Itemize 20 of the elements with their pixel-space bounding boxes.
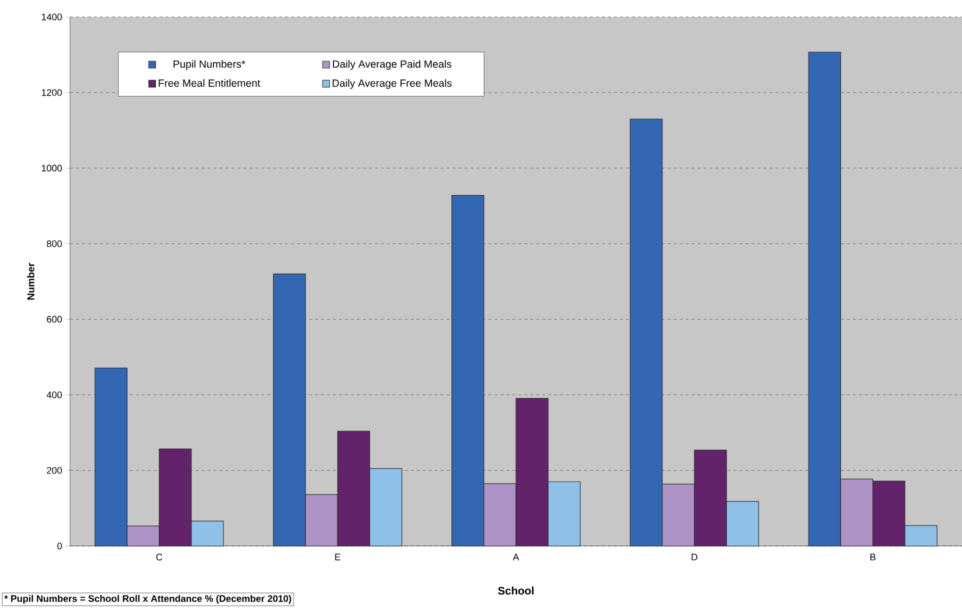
x-tick-label: D bbox=[692, 554, 698, 560]
x-axis-title: School bbox=[498, 586, 534, 595]
y-tick-label: 1400 bbox=[42, 14, 62, 20]
y-tick-label: 800 bbox=[46, 240, 62, 248]
x-tick-label: A bbox=[512, 554, 520, 560]
x-tick-label: E bbox=[335, 554, 340, 560]
legend-label: Daily Average Free Meals bbox=[332, 79, 452, 89]
y-tick-label: 200 bbox=[46, 467, 62, 474]
y-tick-label: 600 bbox=[46, 316, 62, 323]
x-tick-label: B bbox=[870, 554, 876, 560]
x-tick-label: C bbox=[156, 554, 162, 560]
y-axis-title: Number bbox=[27, 262, 34, 300]
legend-label: Free Meal Entitlement bbox=[158, 79, 260, 87]
y-tick-label: 0 bbox=[57, 542, 62, 550]
text: * Pupil Numbers = School Roll x Attendance % (December 2010) bbox=[4, 594, 292, 604]
y-tick-label: 400 bbox=[46, 391, 62, 398]
legend-label: Pupil Numbers* bbox=[174, 60, 246, 70]
y-tick-label: 1200 bbox=[42, 89, 62, 96]
y-tick-label: 1000 bbox=[42, 164, 62, 172]
legend-label: Daily Average Paid Meals bbox=[333, 60, 452, 70]
